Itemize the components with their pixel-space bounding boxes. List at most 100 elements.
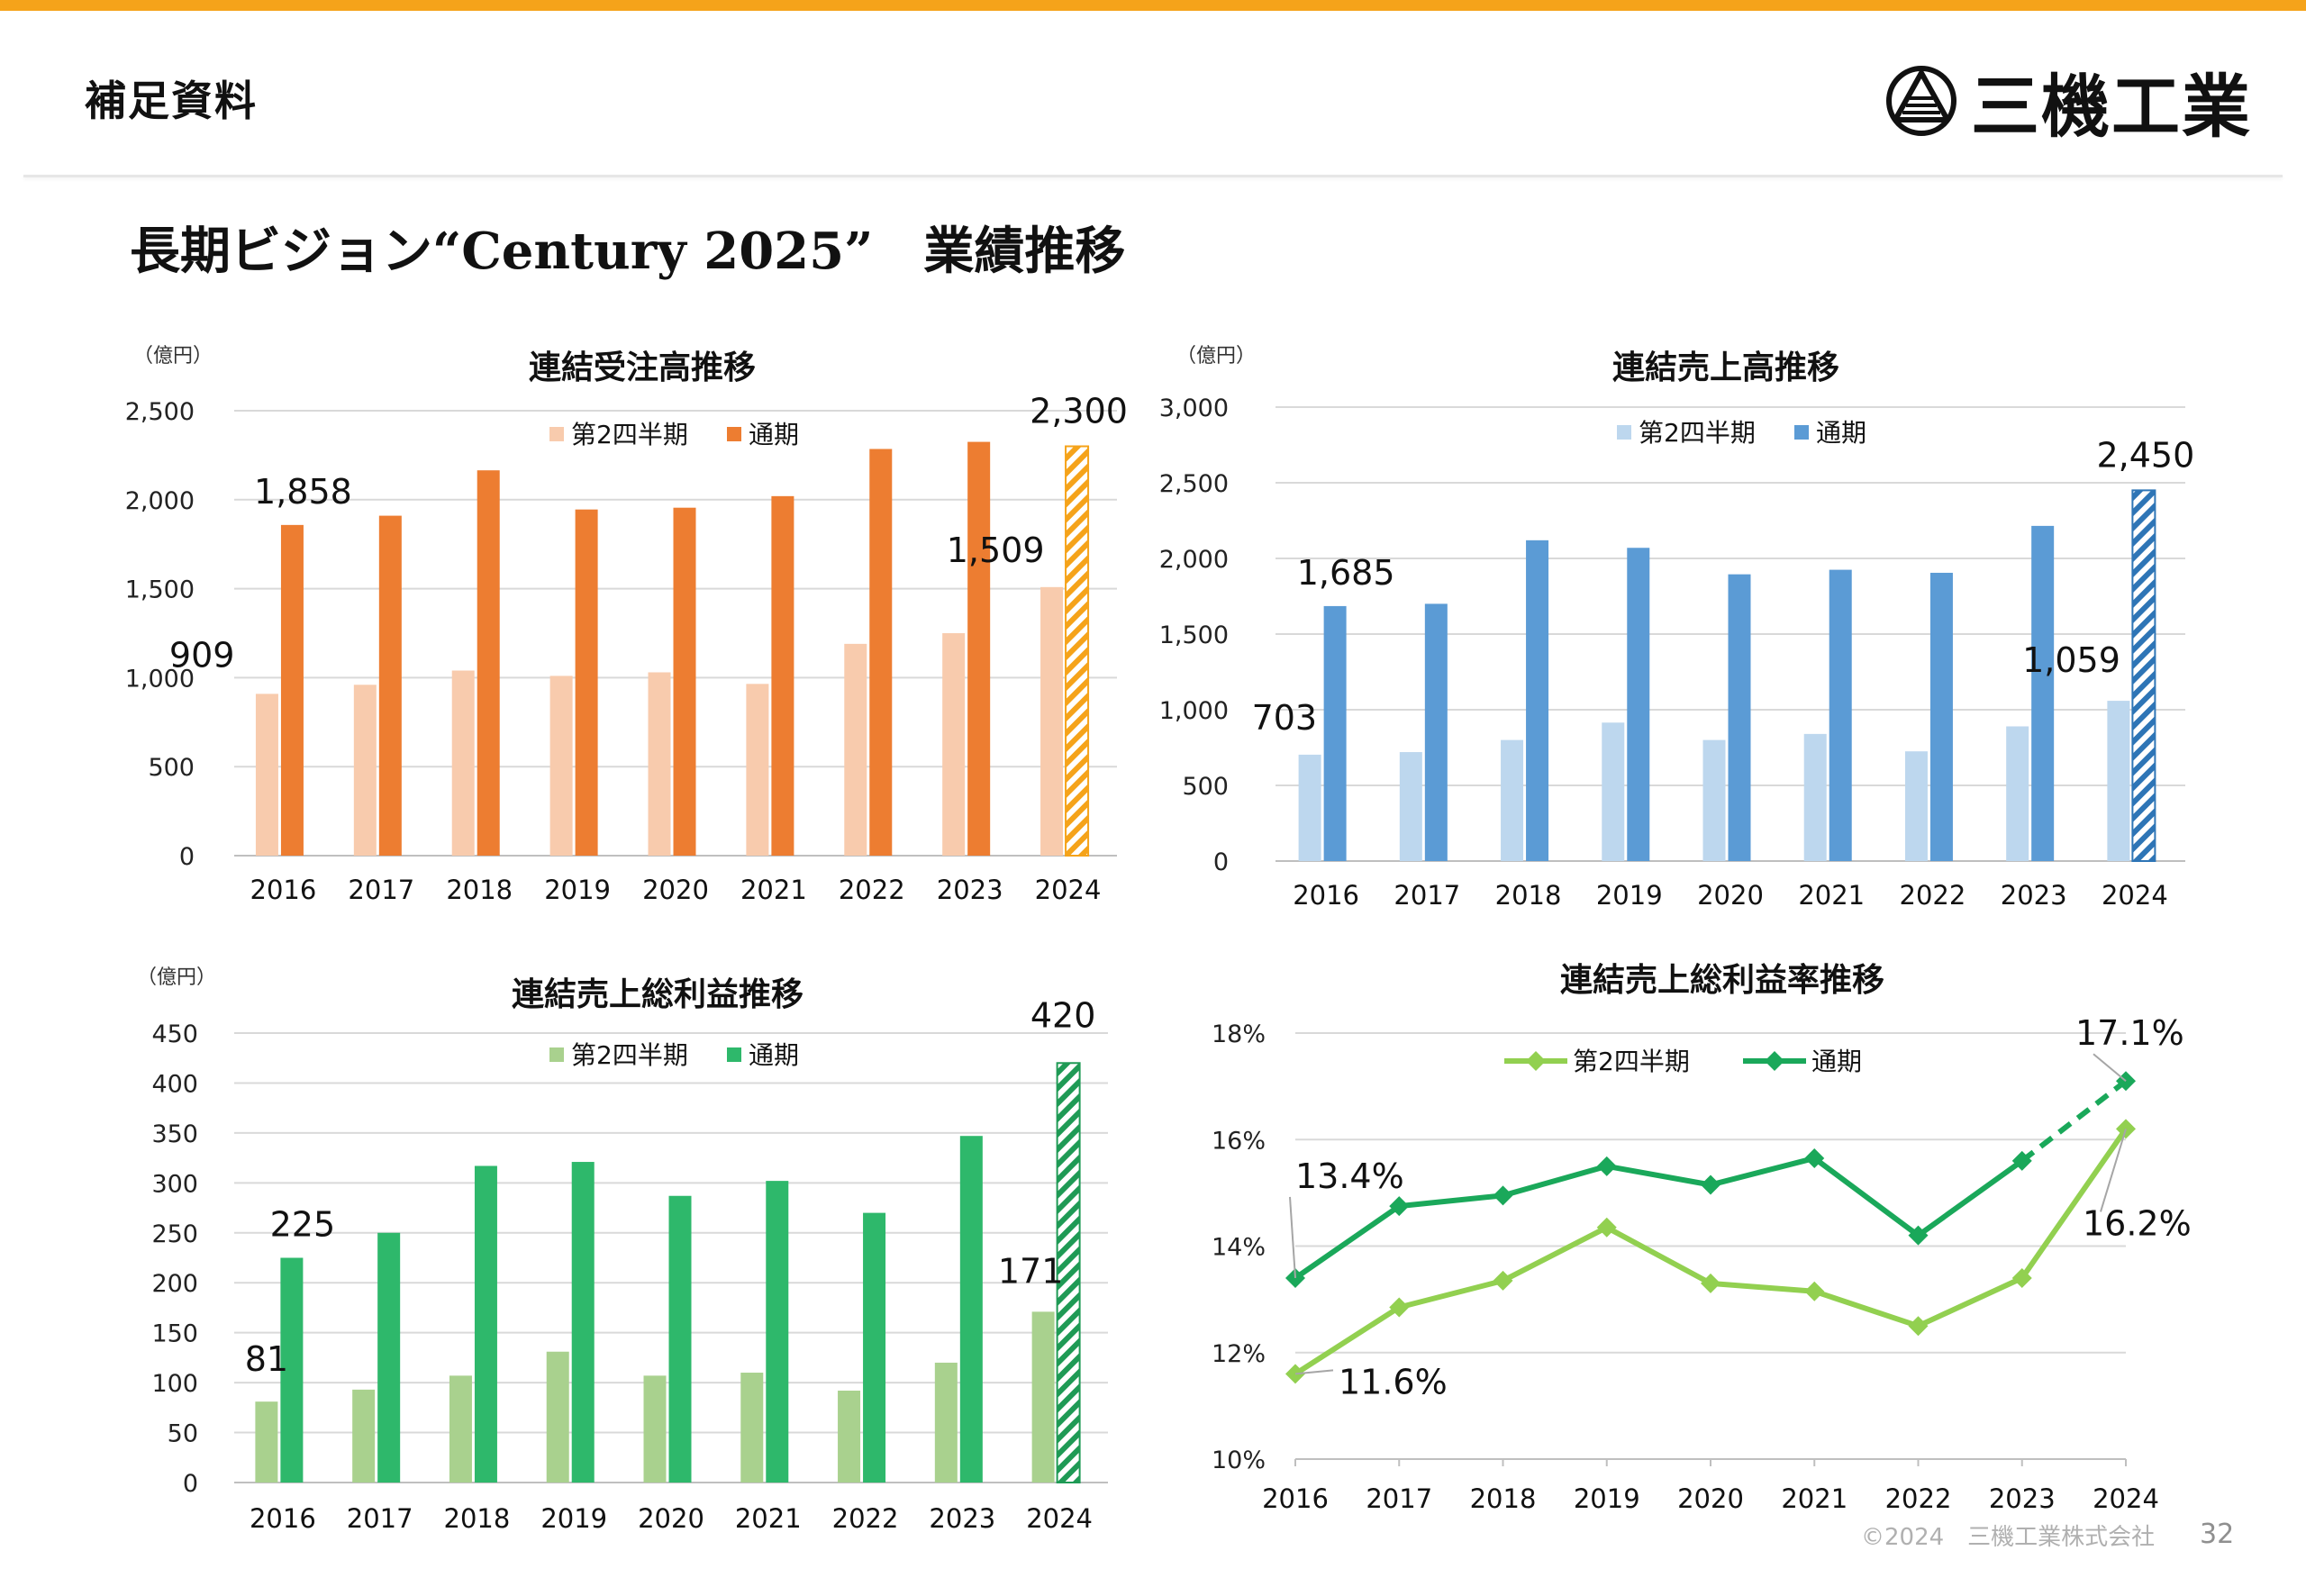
chart-title: 連結売上総利益率推移 bbox=[1560, 962, 1884, 999]
bar-full-2022 bbox=[863, 1212, 886, 1483]
x-tick-label: 2020 bbox=[1697, 880, 1764, 911]
bar-q2-2024 bbox=[1040, 586, 1064, 856]
bar-full-2021 bbox=[771, 495, 794, 856]
leader-line bbox=[2093, 1053, 2127, 1082]
bar-q2-2016 bbox=[255, 1401, 278, 1483]
y-tick-label: 50 bbox=[168, 1420, 198, 1448]
y-tick-label: 18% bbox=[1212, 1020, 1266, 1048]
bar-full-2021 bbox=[766, 1181, 789, 1483]
x-tick-label: 2023 bbox=[2001, 880, 2067, 911]
x-tick-label: 2019 bbox=[544, 875, 611, 905]
data-point bbox=[1804, 1281, 1825, 1301]
sales-chart: （億円） 連結売上高推移 0 500 1,000 1,500 2,000 2,500 3,000… bbox=[1159, 345, 2195, 911]
bar-q2-2018 bbox=[451, 670, 475, 856]
bar-full-2020 bbox=[1728, 574, 1751, 861]
bar-full-2020 bbox=[668, 1195, 692, 1483]
bar-full-2024 bbox=[2131, 489, 2156, 862]
y-tick-label: 400 bbox=[151, 1070, 198, 1098]
x-tick-label: 2020 bbox=[1677, 1483, 1744, 1514]
y-tick-label: 0 bbox=[183, 1470, 198, 1498]
legend-swatch bbox=[549, 427, 564, 441]
series-line-q2 bbox=[1294, 1127, 2129, 1376]
bar-q2-2017 bbox=[353, 685, 377, 856]
page-number: 32 bbox=[2200, 1519, 2235, 1550]
bar-q2-2016 bbox=[255, 694, 278, 856]
bar-full-2018 bbox=[477, 470, 500, 856]
data-label: 909 bbox=[169, 635, 235, 675]
unit-label: （億円） bbox=[1176, 345, 1256, 367]
data-point bbox=[1285, 1364, 1305, 1384]
x-tick-label: 2024 bbox=[2102, 880, 2168, 911]
top-accent-bar bbox=[0, 0, 2306, 11]
x-tick-label: 2018 bbox=[1495, 880, 1562, 911]
y-tick-label: 250 bbox=[151, 1220, 198, 1248]
data-label: 1,685 bbox=[1297, 553, 1395, 593]
leader-line bbox=[2100, 1129, 2127, 1212]
data-point bbox=[1804, 1147, 1825, 1168]
y-tick-label: 450 bbox=[151, 1020, 198, 1048]
x-tick-label: 2023 bbox=[929, 1503, 995, 1534]
x-tick-label: 2016 bbox=[1293, 880, 1359, 911]
data-point bbox=[1389, 1196, 1410, 1217]
data-label: 225 bbox=[270, 1205, 336, 1245]
y-tick-label: 1,000 bbox=[125, 665, 195, 693]
y-tick-label: 10% bbox=[1212, 1446, 1266, 1474]
x-tick-label: 2017 bbox=[1394, 880, 1460, 911]
bar-full-2023 bbox=[967, 441, 991, 856]
data-label: 16.2% bbox=[2083, 1203, 2192, 1243]
bar-q2-2018 bbox=[449, 1375, 472, 1483]
x-tick-label: 2022 bbox=[832, 1503, 899, 1534]
bar-full-2019 bbox=[575, 509, 598, 856]
x-tick-label: 2018 bbox=[444, 1503, 511, 1534]
legend-swatch bbox=[1617, 425, 1631, 440]
data-label: 420 bbox=[1030, 995, 1096, 1035]
x-tick-label: 2018 bbox=[1470, 1483, 1537, 1514]
data-point bbox=[1908, 1316, 1929, 1337]
legend-label: 第2四半期 bbox=[571, 1040, 688, 1070]
x-tick-label: 2019 bbox=[1574, 1483, 1640, 1514]
bar-q2-2023 bbox=[942, 633, 966, 856]
y-tick-label: 1,000 bbox=[1159, 697, 1229, 725]
chart-title: 連結売上高推移 bbox=[1612, 349, 1839, 386]
bar-full-2016 bbox=[1323, 605, 1347, 861]
bar-q2-2016 bbox=[1298, 754, 1321, 861]
y-tick-label: 0 bbox=[179, 843, 195, 871]
x-tick-label: 2022 bbox=[1900, 880, 1966, 911]
gross-profit-chart: （億円） 連結売上総利益推移 0 50 100 150 200 250 300 350 400 450… bbox=[137, 966, 1108, 1534]
y-tick-label: 2,500 bbox=[125, 398, 195, 426]
x-tick-label: 2016 bbox=[1262, 1483, 1329, 1514]
legend-label: 通期 bbox=[1816, 418, 1866, 448]
bar-q2-2022 bbox=[1904, 751, 1928, 861]
bar-full-2017 bbox=[378, 515, 402, 856]
x-tick-label: 2024 bbox=[2093, 1483, 2159, 1514]
footer-copyright: ©2024 三機工業株式会社 bbox=[1861, 1524, 2156, 1551]
bar-q2-2019 bbox=[549, 676, 573, 856]
y-tick-label: 2,500 bbox=[1159, 470, 1229, 498]
data-point bbox=[2011, 1150, 2032, 1171]
bar-q2-2019 bbox=[546, 1351, 569, 1483]
legend-label: 通期 bbox=[749, 420, 799, 449]
x-tick-label: 2017 bbox=[1366, 1483, 1432, 1514]
company-logo: 三機工業 bbox=[1884, 58, 2252, 147]
y-tick-label: 350 bbox=[151, 1120, 198, 1148]
x-tick-label: 2024 bbox=[1035, 875, 1102, 905]
data-point bbox=[1701, 1174, 1720, 1195]
legend-swatch bbox=[549, 1047, 564, 1062]
data-label: 11.6% bbox=[1339, 1362, 1448, 1401]
legend-label: 第2四半期 bbox=[1639, 418, 1756, 448]
bar-full-2019 bbox=[571, 1162, 595, 1483]
legend-swatch bbox=[727, 1047, 741, 1062]
bar-q2-2022 bbox=[838, 1390, 861, 1483]
x-tick-label: 2021 bbox=[735, 1503, 802, 1534]
x-tick-label: 2020 bbox=[638, 1503, 704, 1534]
x-tick-label: 2022 bbox=[839, 875, 905, 905]
x-tick-label: 2017 bbox=[347, 1503, 413, 1534]
legend-label: 通期 bbox=[1811, 1047, 1862, 1076]
data-label: 1,858 bbox=[254, 472, 352, 512]
y-tick-label: 1,500 bbox=[125, 576, 195, 604]
chart-title: 連結受注高推移 bbox=[529, 349, 756, 386]
data-label: 171 bbox=[998, 1251, 1064, 1291]
bar-full-2023 bbox=[2031, 525, 2055, 861]
y-tick-label: 300 bbox=[151, 1170, 198, 1198]
data-label: 2,300 bbox=[1030, 392, 1128, 431]
